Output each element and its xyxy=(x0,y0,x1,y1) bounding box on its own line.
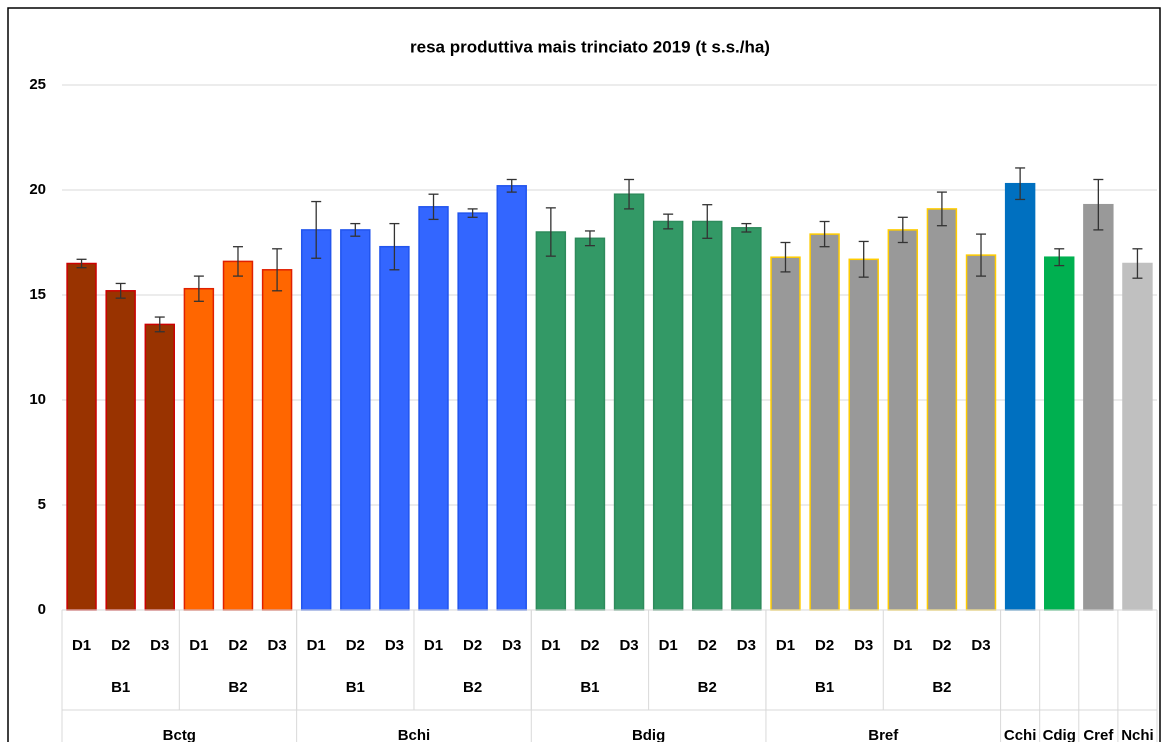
bar xyxy=(1044,256,1075,611)
bar xyxy=(144,323,175,611)
subgroup-label: B2 xyxy=(698,679,717,696)
bar xyxy=(731,227,762,611)
subgroup-label: B1 xyxy=(815,679,834,696)
y-tick-label: 20 xyxy=(29,181,46,198)
subgroup-label: B2 xyxy=(932,679,951,696)
bar xyxy=(574,237,606,611)
x-tick-label: D3 xyxy=(267,637,286,654)
x-tick-label: D2 xyxy=(698,637,717,654)
bar xyxy=(300,229,332,611)
x-tick-label: D3 xyxy=(737,637,756,654)
bar xyxy=(848,258,879,611)
bar xyxy=(66,262,97,611)
bar xyxy=(692,220,723,611)
subgroup-label: B2 xyxy=(228,679,247,696)
group-label: Cchi xyxy=(1004,727,1037,742)
bar xyxy=(222,260,254,611)
x-tick-label: D1 xyxy=(424,637,443,654)
group-label: Bdig xyxy=(632,727,665,742)
x-tick-label: D3 xyxy=(502,637,521,654)
x-tick-label: D2 xyxy=(463,637,482,654)
y-tick-label: 15 xyxy=(29,286,46,303)
x-tick-label: D2 xyxy=(580,637,599,654)
bar xyxy=(887,229,919,611)
y-tick-label: 10 xyxy=(29,391,46,408)
y-tick-label: 5 xyxy=(38,496,46,513)
bar xyxy=(926,208,958,611)
group-label: Nchi xyxy=(1121,727,1154,742)
x-tick-label: D2 xyxy=(111,637,130,654)
x-tick-label: D1 xyxy=(307,637,326,654)
x-tick-label: D3 xyxy=(619,637,638,654)
subgroup-label: B1 xyxy=(580,679,599,696)
x-tick-label: D1 xyxy=(541,637,560,654)
group-label: Cref xyxy=(1083,727,1114,742)
bar xyxy=(340,229,371,611)
bar xyxy=(496,185,527,611)
x-tick-label: D2 xyxy=(346,637,365,654)
group-label: Bctg xyxy=(163,727,196,742)
x-tick-label: D3 xyxy=(385,637,404,654)
x-tick-label: D3 xyxy=(854,637,873,654)
bar xyxy=(535,231,567,611)
x-tick-label: D1 xyxy=(659,637,678,654)
bar xyxy=(1004,182,1036,611)
x-tick-label: D2 xyxy=(932,637,951,654)
x-tick-label: D3 xyxy=(971,637,990,654)
group-label: Bref xyxy=(868,727,899,742)
x-tick-label: D1 xyxy=(776,637,795,654)
x-tick-label: D2 xyxy=(815,637,834,654)
subgroup-label: B1 xyxy=(346,679,365,696)
bar xyxy=(183,287,215,611)
bar xyxy=(965,254,997,611)
bar xyxy=(261,269,293,611)
y-tick-label: 0 xyxy=(38,601,46,618)
subgroup-label: B1 xyxy=(111,679,130,696)
bar xyxy=(457,212,488,611)
x-tick-label: D1 xyxy=(893,637,912,654)
bar xyxy=(1122,262,1153,611)
group-label: Bchi xyxy=(398,727,431,742)
bar xyxy=(770,256,801,611)
bar xyxy=(613,193,645,611)
x-tick-label: D3 xyxy=(150,637,169,654)
subgroup-label: B2 xyxy=(463,679,482,696)
x-tick-label: D1 xyxy=(72,637,91,654)
chart-title: resa produttiva mais trinciato 2019 (t s… xyxy=(410,37,770,56)
bar xyxy=(418,206,449,611)
bar xyxy=(379,245,410,611)
bar xyxy=(105,290,136,611)
group-label: Cdig xyxy=(1043,727,1076,742)
bar xyxy=(652,220,684,611)
y-tick-label: 25 xyxy=(29,76,46,93)
x-tick-label: D1 xyxy=(189,637,208,654)
x-tick-label: D2 xyxy=(228,637,247,654)
bar xyxy=(809,233,840,611)
bar xyxy=(1083,203,1114,611)
